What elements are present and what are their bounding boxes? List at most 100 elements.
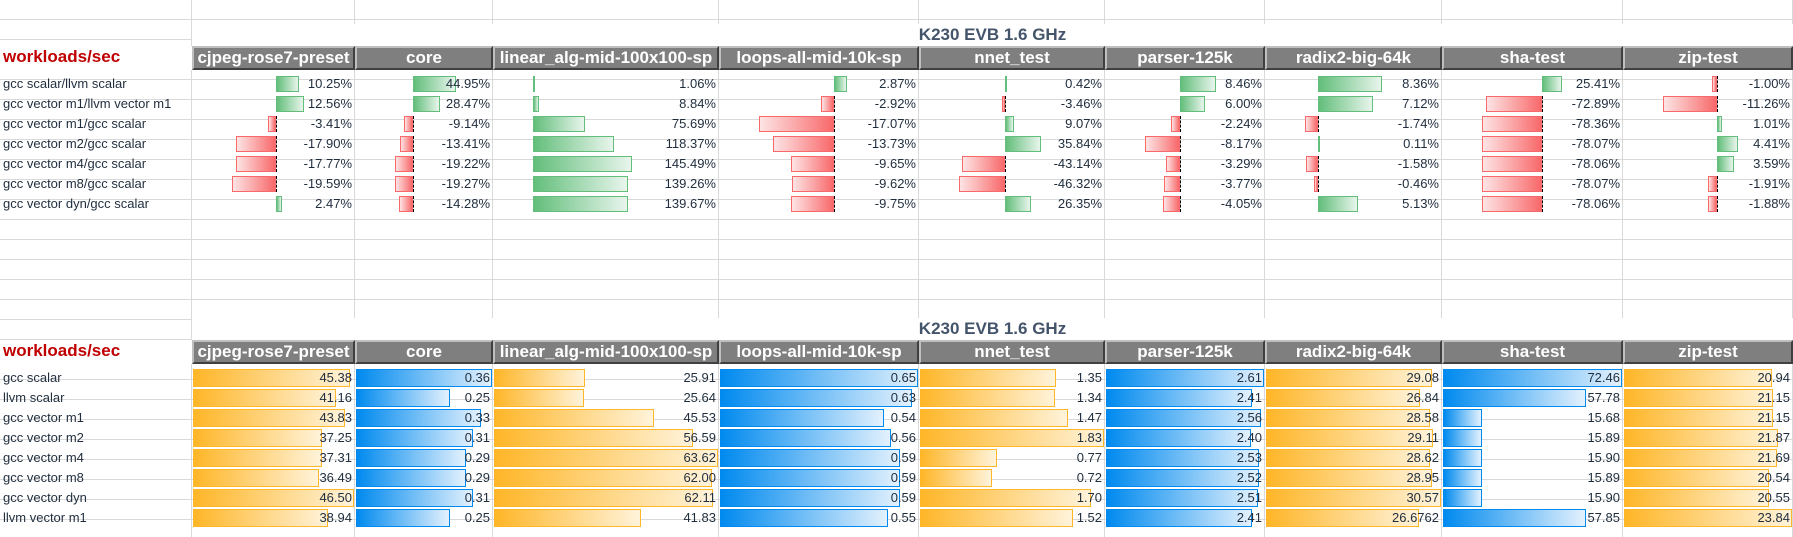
column-header[interactable]: loops-all-mid-10k-sp [719, 340, 919, 364]
data-cell[interactable]: 2.41 [1105, 388, 1265, 408]
data-cell[interactable]: 26.35% [919, 194, 1105, 214]
data-cell[interactable]: -2.24% [1105, 114, 1265, 134]
data-cell[interactable]: 0.72 [919, 468, 1105, 488]
data-cell[interactable]: 0.59 [719, 448, 919, 468]
data-cell[interactable]: 0.55 [719, 508, 919, 528]
data-cell[interactable]: -17.07% [719, 114, 919, 134]
data-cell[interactable]: 8.46% [1105, 74, 1265, 94]
column-header[interactable]: radix2-big-64k [1265, 46, 1442, 70]
data-cell[interactable]: 75.69% [493, 114, 719, 134]
data-cell[interactable]: -13.73% [719, 134, 919, 154]
data-cell[interactable]: 21.69 [1623, 448, 1793, 468]
data-cell[interactable]: 28.58 [1265, 408, 1442, 428]
data-cell[interactable]: 23.84 [1623, 508, 1793, 528]
data-cell[interactable]: 15.90 [1442, 448, 1623, 468]
data-cell[interactable]: -9.14% [355, 114, 493, 134]
data-cell[interactable]: 2.51 [1105, 488, 1265, 508]
data-cell[interactable]: 37.25 [192, 428, 355, 448]
data-cell[interactable]: 62.00 [493, 468, 719, 488]
data-cell[interactable]: 25.64 [493, 388, 719, 408]
data-cell[interactable]: 1.35 [919, 368, 1105, 388]
data-cell[interactable]: 41.16 [192, 388, 355, 408]
column-header[interactable]: core [355, 340, 493, 364]
column-header[interactable]: nnet_test [919, 340, 1105, 364]
column-header[interactable]: linear_alg-mid-100x100-sp [493, 340, 719, 364]
data-cell[interactable]: 1.06% [493, 74, 719, 94]
data-cell[interactable]: -78.07% [1442, 174, 1623, 194]
data-cell[interactable]: 72.46 [1442, 368, 1623, 388]
column-header[interactable]: loops-all-mid-10k-sp [719, 46, 919, 70]
data-cell[interactable]: -19.59% [192, 174, 355, 194]
data-cell[interactable]: 21.87 [1623, 428, 1793, 448]
data-cell[interactable]: 2.87% [719, 74, 919, 94]
data-cell[interactable]: 25.41% [1442, 74, 1623, 94]
data-cell[interactable]: 29.08 [1265, 368, 1442, 388]
data-cell[interactable]: 0.29 [355, 448, 493, 468]
data-cell[interactable]: 0.33 [355, 408, 493, 428]
data-cell[interactable]: -1.91% [1623, 174, 1793, 194]
data-cell[interactable]: 12.56% [192, 94, 355, 114]
data-cell[interactable]: 15.89 [1442, 428, 1623, 448]
data-cell[interactable]: 8.36% [1265, 74, 1442, 94]
data-cell[interactable]: -3.46% [919, 94, 1105, 114]
data-cell[interactable]: 36.49 [192, 468, 355, 488]
data-cell[interactable]: 7.12% [1265, 94, 1442, 114]
column-header[interactable]: sha-test [1442, 46, 1623, 70]
data-cell[interactable]: 62.11 [493, 488, 719, 508]
data-cell[interactable]: 46.50 [192, 488, 355, 508]
data-cell[interactable]: 63.62 [493, 448, 719, 468]
data-cell[interactable]: 25.91 [493, 368, 719, 388]
data-cell[interactable]: 1.47 [919, 408, 1105, 428]
data-cell[interactable]: 20.55 [1623, 488, 1793, 508]
data-cell[interactable]: 0.11% [1265, 134, 1442, 154]
data-cell[interactable]: -9.65% [719, 154, 919, 174]
data-cell[interactable]: 145.49% [493, 154, 719, 174]
data-cell[interactable]: 0.59 [719, 488, 919, 508]
data-cell[interactable]: -78.06% [1442, 154, 1623, 174]
data-cell[interactable]: 30.57 [1265, 488, 1442, 508]
data-cell[interactable]: -78.36% [1442, 114, 1623, 134]
data-cell[interactable]: -3.77% [1105, 174, 1265, 194]
data-cell[interactable]: -78.06% [1442, 194, 1623, 214]
data-cell[interactable]: 3.59% [1623, 154, 1793, 174]
data-cell[interactable]: 26.6762 [1265, 508, 1442, 528]
data-cell[interactable]: 28.62 [1265, 448, 1442, 468]
data-cell[interactable]: 139.26% [493, 174, 719, 194]
column-header[interactable]: zip-test [1623, 340, 1793, 364]
data-cell[interactable]: 57.85 [1442, 508, 1623, 528]
data-cell[interactable]: -3.29% [1105, 154, 1265, 174]
data-cell[interactable]: 45.53 [493, 408, 719, 428]
data-cell[interactable]: 37.31 [192, 448, 355, 468]
data-cell[interactable]: 1.52 [919, 508, 1105, 528]
column-header[interactable]: linear_alg-mid-100x100-sp [493, 46, 719, 70]
data-cell[interactable]: -13.41% [355, 134, 493, 154]
data-cell[interactable]: 9.07% [919, 114, 1105, 134]
data-cell[interactable]: -1.88% [1623, 194, 1793, 214]
data-cell[interactable]: 0.31 [355, 488, 493, 508]
data-cell[interactable]: 20.94 [1623, 368, 1793, 388]
data-cell[interactable]: -11.26% [1623, 94, 1793, 114]
data-cell[interactable]: -46.32% [919, 174, 1105, 194]
data-cell[interactable]: -2.92% [719, 94, 919, 114]
data-cell[interactable]: -8.17% [1105, 134, 1265, 154]
data-cell[interactable]: -17.77% [192, 154, 355, 174]
data-cell[interactable]: 57.78 [1442, 388, 1623, 408]
data-cell[interactable]: 10.25% [192, 74, 355, 94]
data-cell[interactable]: 21.15 [1623, 408, 1793, 428]
data-cell[interactable]: 1.34 [919, 388, 1105, 408]
data-cell[interactable]: -4.05% [1105, 194, 1265, 214]
data-cell[interactable]: -14.28% [355, 194, 493, 214]
data-cell[interactable]: -9.62% [719, 174, 919, 194]
data-cell[interactable]: 2.47% [192, 194, 355, 214]
column-header[interactable]: nnet_test [919, 46, 1105, 70]
data-cell[interactable]: 35.84% [919, 134, 1105, 154]
data-cell[interactable]: 38.94 [192, 508, 355, 528]
data-cell[interactable]: 2.41 [1105, 508, 1265, 528]
column-header[interactable]: cjpeg-rose7-preset [192, 340, 355, 364]
column-header[interactable]: radix2-big-64k [1265, 340, 1442, 364]
data-cell[interactable]: 4.41% [1623, 134, 1793, 154]
data-cell[interactable]: 21.15 [1623, 388, 1793, 408]
data-cell[interactable]: 1.01% [1623, 114, 1793, 134]
data-cell[interactable]: 28.47% [355, 94, 493, 114]
data-cell[interactable]: -72.89% [1442, 94, 1623, 114]
